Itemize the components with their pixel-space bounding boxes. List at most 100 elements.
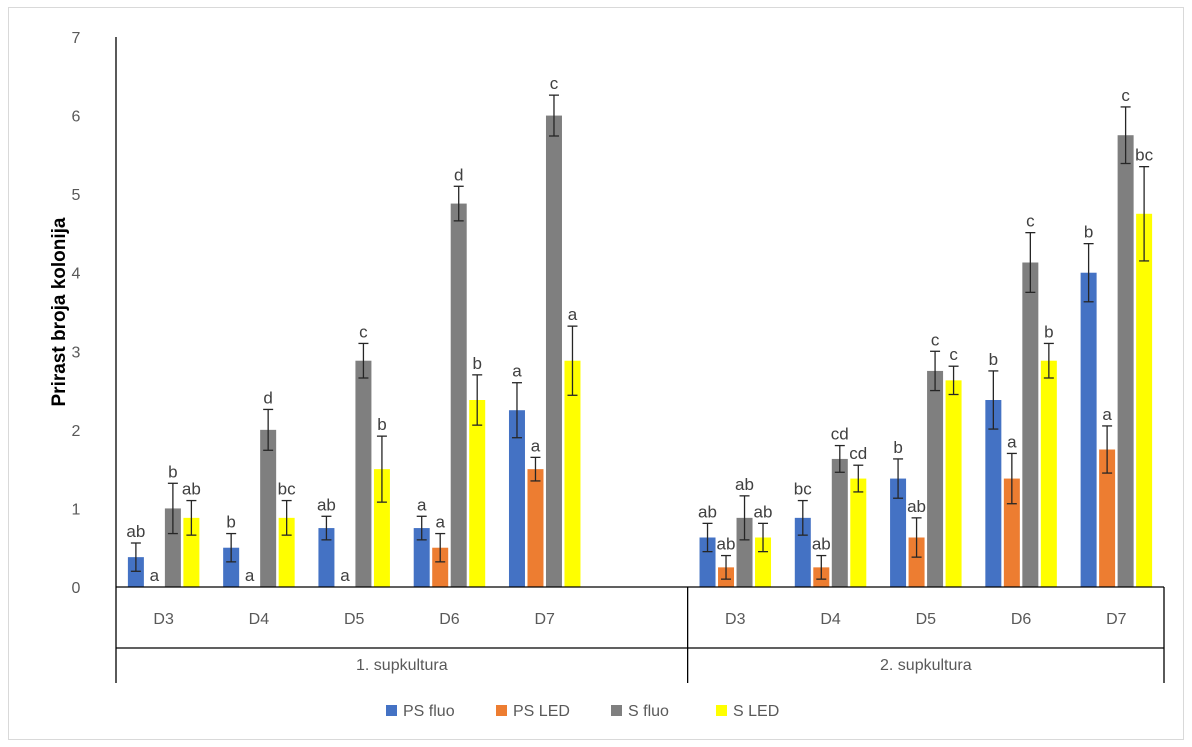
x-tick-label: D6 <box>1011 611 1032 628</box>
bar-s-fluo <box>450 203 467 588</box>
y-tick-label: 0 <box>72 580 81 597</box>
significance-label: c <box>1121 86 1130 105</box>
bar-ps-fluo <box>985 400 1002 587</box>
significance-label: ab <box>317 495 336 514</box>
y-tick-label: 7 <box>72 30 81 47</box>
bar-s-led <box>850 478 867 587</box>
significance-label: a <box>568 305 578 324</box>
x-tick-label: D4 <box>820 611 841 628</box>
significance-label: b <box>472 354 481 373</box>
significance-label: ab <box>812 535 831 554</box>
significance-label: bc <box>794 480 812 499</box>
significance-label: a <box>512 362 522 381</box>
bar-ps-led <box>527 469 544 587</box>
bar-s-fluo <box>545 115 562 588</box>
bar-s-fluo <box>831 458 848 587</box>
significance-label: a <box>1007 432 1017 451</box>
x-tick-label: D7 <box>535 611 556 628</box>
bar-ps-fluo <box>127 557 144 587</box>
significance-label: b <box>893 438 902 457</box>
bar-s-led <box>1040 360 1057 587</box>
y-axis-title: Prirast broja kolonija <box>49 217 70 406</box>
bar-s-fluo <box>927 370 944 587</box>
significance-label: ab <box>735 475 754 494</box>
significance-label: b <box>168 462 177 481</box>
y-tick-label: 2 <box>72 423 81 440</box>
significance-label: d <box>454 165 463 184</box>
significance-label: b <box>1084 223 1093 242</box>
significance-label: ab <box>698 502 717 521</box>
significance-label: bc <box>1135 146 1153 165</box>
legend-swatch <box>496 705 507 716</box>
bar-s-led <box>945 380 962 587</box>
bar-ps-fluo <box>1080 272 1097 587</box>
significance-label: c <box>949 345 958 364</box>
bar-ps-fluo <box>699 537 716 587</box>
bar-ps-led <box>1099 449 1116 587</box>
significance-label: ab <box>182 480 201 499</box>
significance-label: ab <box>754 502 773 521</box>
significance-label: b <box>1044 322 1053 341</box>
x-tick-label: D5 <box>916 611 937 628</box>
bar-s-fluo <box>736 517 753 587</box>
legend-swatch <box>386 705 397 716</box>
bar-s-led <box>564 360 581 587</box>
bar-ps-fluo <box>508 410 525 587</box>
bar-s-led <box>469 400 486 587</box>
bar-ps-led <box>1003 478 1020 587</box>
significance-label: c <box>550 74 559 93</box>
significance-label: b <box>226 513 235 532</box>
significance-label: a <box>1102 405 1112 424</box>
bar-s-fluo <box>355 360 372 587</box>
significance-label: bc <box>278 480 296 499</box>
x-tick-label: D3 <box>725 611 746 628</box>
significance-label: a <box>531 436 541 455</box>
x-tick-label: D3 <box>153 611 174 628</box>
bar-ps-fluo <box>223 547 240 587</box>
chart-frame <box>8 7 1184 740</box>
bar-s-fluo <box>1022 262 1039 587</box>
significance-label: cd <box>849 444 867 463</box>
x-tick-label: D5 <box>344 611 365 628</box>
x-tick-label: D7 <box>1106 611 1127 628</box>
x-tick-label: D6 <box>439 611 460 628</box>
bar-ps-fluo <box>890 478 907 587</box>
legend-label: PS fluo <box>403 703 455 720</box>
bar-s-led <box>1136 213 1153 588</box>
significance-label: a <box>417 495 427 514</box>
y-tick-label: 4 <box>72 266 81 283</box>
bar-s-fluo <box>260 429 277 587</box>
significance-label: a <box>245 566 255 585</box>
significance-label: b <box>377 415 386 434</box>
significance-label: d <box>263 388 272 407</box>
group-label: 2. supkultura <box>880 657 972 674</box>
significance-label: ab <box>717 535 736 554</box>
bar-ps-fluo <box>413 528 430 587</box>
significance-label: a <box>340 566 350 585</box>
bar-s-led <box>373 469 390 587</box>
y-tick-label: 6 <box>72 109 81 126</box>
significance-label: ab <box>126 522 145 541</box>
significance-label: c <box>359 322 368 341</box>
x-tick-label: D4 <box>249 611 270 628</box>
legend-swatch <box>611 705 622 716</box>
legend-swatch <box>716 705 727 716</box>
bar-s-fluo <box>1117 135 1134 587</box>
bar-s-fluo <box>164 508 181 587</box>
legend-label: PS LED <box>513 703 570 720</box>
y-tick-label: 5 <box>72 187 81 204</box>
legend-label: S fluo <box>628 703 669 720</box>
significance-label: c <box>931 330 940 349</box>
bar-ps-led <box>908 537 925 587</box>
significance-label: a <box>435 513 445 532</box>
bar-ps-fluo <box>318 528 335 587</box>
significance-label: a <box>150 566 160 585</box>
bar-s-led <box>755 537 772 587</box>
significance-label: b <box>989 350 998 369</box>
bar-ps-led <box>432 547 449 587</box>
y-tick-label: 3 <box>72 344 81 361</box>
group-label: 1. supkultura <box>356 657 448 674</box>
significance-label: c <box>1026 212 1035 231</box>
y-tick-label: 1 <box>72 501 81 518</box>
